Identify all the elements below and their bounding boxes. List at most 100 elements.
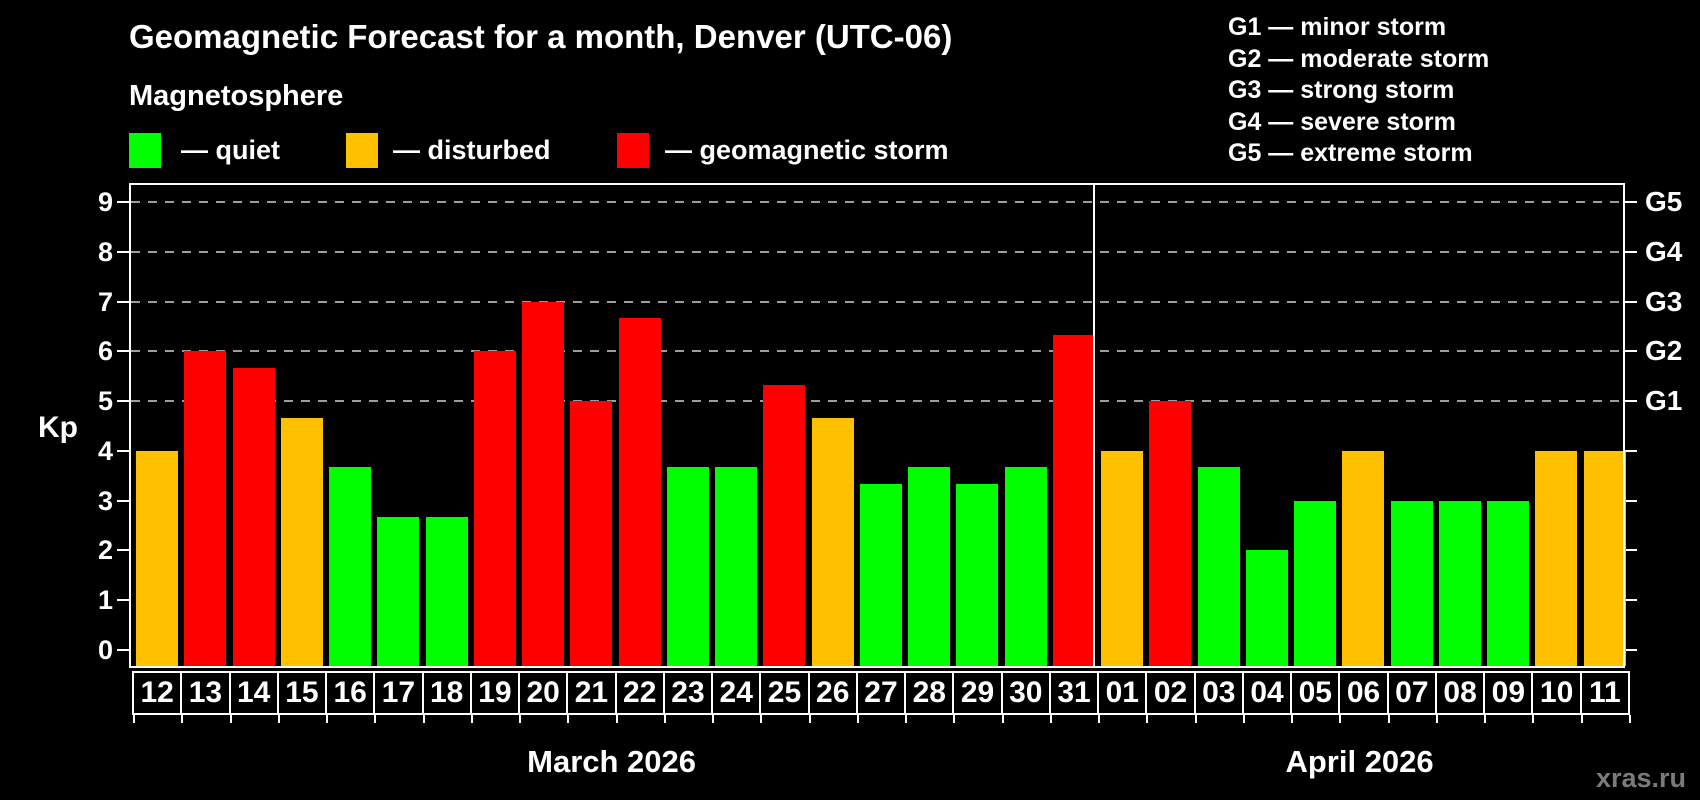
- day-label-21: 21: [566, 671, 617, 715]
- kp-bar-day-18: [425, 517, 468, 666]
- kp-bar-day-19: [473, 351, 516, 666]
- kp-bar-day-09: [1487, 500, 1530, 666]
- y-tick-label-3: 3: [97, 485, 113, 516]
- kp-bar-day-04: [1245, 550, 1288, 666]
- kp-bar-day-10: [1535, 450, 1578, 666]
- day-label-15: 15: [276, 671, 328, 715]
- day-label-22: 22: [614, 671, 665, 715]
- legend-swatch-storm: [617, 133, 649, 168]
- day-boundary-tick: [1629, 715, 1631, 723]
- storm-scale-g4: G4 — severe storm: [1228, 107, 1456, 136]
- day-label-27: 27: [855, 671, 907, 715]
- day-boundary-tick: [1146, 715, 1149, 723]
- kp-bar-day-21: [570, 401, 613, 666]
- left-tick-1: [117, 599, 129, 602]
- right-tick-2: [1625, 549, 1637, 552]
- right-tick-5: [1625, 400, 1637, 403]
- right-tick-3: [1625, 499, 1637, 502]
- day-boundary-tick: [1242, 715, 1245, 723]
- right-label-G2: G2: [1645, 335, 1683, 367]
- kp-bar-day-29: [956, 484, 999, 666]
- right-tick-6: [1625, 350, 1637, 353]
- kp-bar-day-24: [715, 467, 758, 666]
- day-boundary-tick: [953, 715, 956, 723]
- day-boundary-tick: [663, 715, 666, 723]
- y-tick-label-4: 4: [97, 435, 113, 466]
- kp-bar-day-05: [1294, 500, 1337, 666]
- day-boundary-tick: [1049, 715, 1052, 723]
- right-tick-9: [1625, 200, 1637, 203]
- kp-bar-day-20: [522, 301, 565, 666]
- legend-label-quiet: — quiet: [181, 135, 280, 165]
- left-tick-5: [117, 400, 129, 403]
- right-label-G5: G5: [1645, 185, 1683, 217]
- right-tick-8: [1625, 250, 1637, 253]
- kp-bar-day-03: [1197, 467, 1240, 666]
- day-label-24: 24: [711, 671, 762, 715]
- day-boundary-tick: [1580, 715, 1583, 723]
- month-divider-line: [1093, 183, 1096, 668]
- month-label-april: April 2026: [1285, 744, 1434, 779]
- kp-bar-day-08: [1438, 500, 1481, 666]
- day-label-23: 23: [662, 671, 714, 715]
- day-boundary-tick: [808, 715, 811, 723]
- day-boundary-tick: [712, 715, 715, 723]
- y-tick-label-0: 0: [97, 635, 113, 665]
- day-label-09: 09: [1483, 671, 1534, 715]
- day-label-07: 07: [1386, 671, 1437, 715]
- kp-bar-day-11: [1583, 450, 1626, 666]
- y-tick-label-9: 9: [97, 186, 113, 217]
- day-label-13: 13: [180, 671, 231, 715]
- day-boundary-tick: [133, 715, 135, 723]
- legend-label-storm: — geomagnetic storm: [665, 135, 949, 165]
- magnetosphere-subtitle: Magnetosphere: [129, 80, 344, 112]
- kp-bar-day-07: [1390, 500, 1433, 666]
- gridline-kp5: [131, 400, 1623, 403]
- right-tick-4: [1625, 449, 1637, 452]
- day-label-12: 12: [132, 671, 183, 715]
- day-label-01: 01: [1097, 671, 1148, 715]
- storm-scale-g3: G3 — strong storm: [1228, 76, 1455, 104]
- day-label-10: 10: [1531, 671, 1582, 715]
- y-tick-label-6: 6: [97, 336, 113, 367]
- day-boundary-tick: [1339, 715, 1342, 723]
- left-tick-2: [117, 549, 129, 552]
- right-label-G1: G1: [1645, 385, 1683, 417]
- day-label-05: 05: [1290, 671, 1341, 715]
- storm-scale-g2: G2 — moderate storm: [1228, 44, 1490, 73]
- storm-scale-g5: G5 — extreme storm: [1228, 139, 1473, 167]
- day-boundary-tick: [1532, 715, 1535, 723]
- day-label-26: 26: [807, 671, 858, 715]
- day-boundary-tick: [1194, 715, 1197, 723]
- day-boundary-tick: [277, 715, 280, 723]
- kp-bar-day-12: [136, 450, 178, 666]
- storm-scale-legend: G1 — minor storm G2 — moderate storm G3 …: [1228, 12, 1489, 170]
- day-label-20: 20: [518, 671, 569, 715]
- day-label-06: 06: [1338, 671, 1389, 715]
- kp-bar-day-25: [763, 384, 806, 666]
- kp-bar-day-14: [232, 367, 275, 666]
- day-label-30: 30: [1000, 671, 1051, 715]
- page-title: Geomagnetic Forecast for a month, Denver…: [129, 18, 953, 55]
- legend-swatch-quiet: [129, 133, 161, 168]
- kp-bar-day-30: [1004, 467, 1047, 666]
- gridline-kp9: [131, 200, 1623, 203]
- y-tick-label-2: 2: [97, 535, 113, 566]
- day-boundary-tick: [422, 715, 425, 723]
- day-boundary-tick: [905, 715, 908, 723]
- day-boundary-tick: [1387, 715, 1390, 723]
- month-label-march: March 2026: [527, 744, 697, 779]
- day-boundary-tick: [1098, 715, 1101, 723]
- day-boundary-tick: [470, 715, 473, 723]
- y-tick-label-1: 1: [97, 585, 113, 616]
- kp-bar-day-13: [184, 351, 227, 666]
- day-label-28: 28: [904, 671, 955, 715]
- left-tick-0: [117, 649, 129, 651]
- left-tick-8: [117, 250, 129, 253]
- day-boundary-tick: [856, 715, 859, 723]
- day-boundary-tick: [615, 715, 618, 723]
- day-label-04: 04: [1241, 671, 1293, 715]
- day-boundary-tick: [567, 715, 570, 723]
- left-tick-7: [117, 300, 129, 303]
- day-label-18: 18: [421, 671, 472, 715]
